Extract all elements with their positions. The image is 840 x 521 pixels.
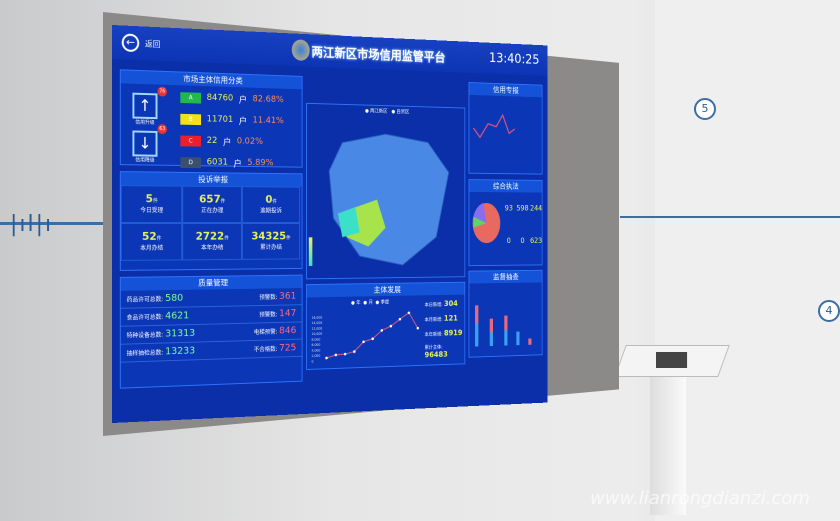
y-tick-label: 16,000	[311, 315, 322, 319]
enforcement-stat: 0	[506, 236, 511, 245]
wall-stripe	[620, 216, 840, 218]
quality-panel: 质量管理 药品许可总数: 580 预警数: 361 食品许可总数: 4621 预警数:…	[119, 274, 303, 389]
enforcement-pie-chart	[472, 202, 501, 244]
map-region-highlight[interactable]	[346, 199, 386, 247]
data-point[interactable]	[353, 350, 356, 353]
enforcement-panel: 综合执法 93 598244 0 0 623	[468, 179, 543, 267]
enforcement-stat: 623	[530, 236, 543, 245]
development-panel: 主体发展 ● 年 ● 月 ● 季度 0 2,000 4,000 6,000 8,000 1…	[306, 281, 466, 370]
y-tick-label: 14,000	[311, 321, 322, 325]
data-point[interactable]	[334, 353, 338, 357]
development-stat: 累计主体: 96483	[424, 344, 448, 360]
grade-percent: 11.41%	[252, 115, 284, 127]
data-point[interactable]	[362, 340, 365, 344]
upgrade-label: 信用升级	[135, 119, 155, 126]
grade-percent: 5.89%	[247, 158, 274, 169]
y-tick-label: 10,000	[311, 332, 322, 336]
arrow-down-icon: ↓ 63	[132, 124, 168, 157]
arrow-left-icon: ←	[121, 33, 140, 53]
y-tick-label: 2,000	[311, 354, 320, 358]
report-line-chart	[472, 100, 517, 165]
audio-bars-icon: |ıl|ı	[10, 212, 54, 237]
unit: 户	[233, 159, 242, 170]
complaint-stat: 0件 逾期投诉	[241, 186, 300, 224]
back-button[interactable]: ← 返回	[121, 33, 161, 53]
data-point[interactable]	[325, 356, 328, 360]
map-scale	[308, 237, 313, 266]
grade-count: 11701	[206, 114, 234, 125]
data-point[interactable]	[343, 352, 347, 356]
y-tick-label: 8,000	[311, 337, 320, 341]
kiosk-stand	[614, 345, 730, 515]
downgrade-label: 信用降级	[135, 157, 155, 164]
panel-title: 主体发展	[307, 282, 465, 298]
complaint-stat: 657件 正在办理	[182, 185, 242, 224]
map-legend: ● 两江新区 ● 自贸区	[365, 108, 410, 116]
y-tick-label: 4,000	[311, 348, 320, 352]
back-label: 返回	[144, 38, 161, 49]
grade-row: C 22 户 0.02%	[180, 130, 283, 153]
map-panel: ● 两江新区 ● 自贸区	[306, 102, 466, 280]
count-badge: 76	[157, 86, 168, 97]
count-badge: 63	[157, 124, 168, 135]
panel-title: 监督抽查	[469, 270, 542, 284]
step-marker: 4	[818, 300, 840, 322]
y-tick-label: 0	[311, 360, 313, 364]
enforcement-stat: 244	[530, 204, 543, 213]
complaint-stat: 52件 本月办结	[120, 223, 183, 261]
upgrade-button[interactable]: ↑ 76 信用升级	[132, 86, 168, 126]
page-title: 两江新区市场信用监管平台	[311, 45, 446, 66]
complaint-stat: 2722件 本年办结	[182, 223, 242, 261]
data-point[interactable]	[389, 324, 393, 328]
grade-badge: D	[180, 156, 202, 168]
data-point[interactable]	[380, 329, 384, 332]
watermark: www.lianrongdianzi.com	[590, 488, 810, 509]
district-map	[325, 123, 453, 275]
series-line	[327, 313, 418, 358]
complaint-stat: 34325件 累计办结	[241, 223, 300, 260]
data-point[interactable]	[398, 317, 402, 321]
grade-percent: 0.02%	[236, 136, 263, 147]
y-tick-label: 6,000	[311, 343, 320, 347]
enforcement-stat: 0	[520, 236, 525, 245]
grade-row: B 11701 户 11.41%	[180, 108, 284, 132]
step-marker: 5	[694, 98, 716, 120]
complaints-panel: 投诉举报 5件 今日受理 657件 正在办理 0件 逾期投诉 52件 本月办结 2722件 本年办…	[119, 171, 303, 271]
inspection-bar-chart	[475, 305, 532, 347]
grade-row: D 6031 户 5.89%	[180, 151, 283, 174]
enforcement-stat: 93	[504, 204, 513, 213]
complaint-stat: 5件 今日受理	[120, 185, 183, 224]
map-region[interactable]	[329, 133, 449, 266]
dashboard-screen: ← 返回 两江新区市场信用监管平台 13:40:25 市场主体信用分类 ↑ 76 信…	[112, 25, 548, 423]
development-stat: 本年新增: 8919	[424, 328, 463, 338]
grade-badge: A	[180, 91, 202, 104]
grade-percent: 82.68%	[252, 94, 284, 106]
unit: 户	[238, 116, 248, 127]
police-badge-icon	[291, 39, 310, 61]
report-panel: 信用专报	[468, 82, 543, 175]
development-stat: 本月新增: 121	[424, 313, 458, 324]
panel-title: 信用专报	[469, 82, 542, 98]
panel-title: 综合执法	[469, 180, 542, 193]
grade-count: 84760	[206, 92, 234, 104]
credit-panel: 市场主体信用分类 ↑ 76 信用升级 ↓ 63 信用降级 A 84760 户 82.68%…	[119, 69, 303, 169]
inspection-panel: 监督抽查	[468, 269, 543, 358]
unit: 户	[238, 95, 248, 106]
grade-row: A 84760 户 82.68%	[180, 86, 284, 111]
unit: 户	[222, 137, 232, 148]
enforcement-stat: 598	[516, 204, 529, 213]
development-stat: 本日新增: 304	[424, 299, 458, 309]
quality-row: 抽样抽检总数: 13233 不合格数: 725	[120, 339, 302, 363]
downgrade-button[interactable]: ↓ 63 信用降级	[132, 124, 168, 164]
grade-count: 22	[206, 136, 218, 146]
grade-badge: C	[180, 134, 202, 147]
y-tick-label: 12,000	[311, 326, 322, 330]
clock: 13:40:25	[489, 50, 540, 68]
grade-badge: B	[180, 113, 202, 125]
arrow-up-icon: ↑ 76	[132, 86, 168, 120]
data-point[interactable]	[371, 337, 374, 341]
grade-count: 6031	[206, 157, 228, 168]
wall-stripe	[0, 222, 110, 225]
